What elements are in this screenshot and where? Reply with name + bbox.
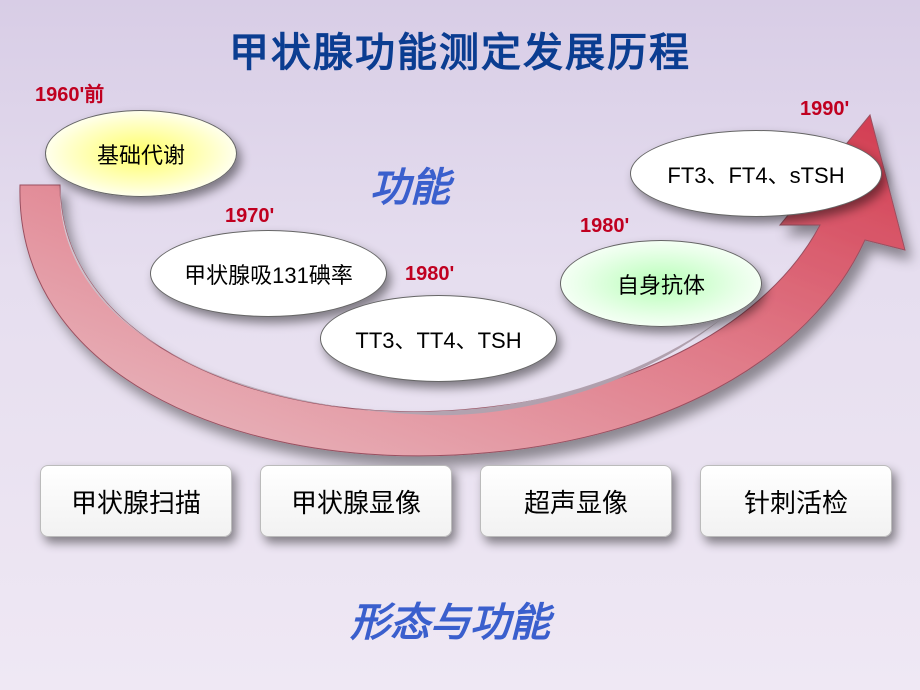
node-tt3-tt4-tsh: TT3、TT4、TSH [320,295,557,382]
node-ft3-ft4-stsh: FT3、FT4、sTSH [630,130,882,217]
page-title: 甲状腺功能测定发展历程 [0,20,920,78]
box-needle-biopsy: 针刺活检 [700,465,892,537]
label-morph-func: 形态与功能 [350,590,550,648]
slide: 甲状腺功能测定发展历程 1960'前 1970' 1980' 1980' 199… [0,0,920,690]
box-thyroid-imaging: 甲状腺显像 [260,465,452,537]
node-iodine-uptake: 甲状腺吸131碘率 [150,230,387,317]
label-functional: 功能 [370,155,450,213]
era-label-1960: 1960'前 [35,78,104,107]
node-basal-metabolism: 基础代谢 [45,110,237,197]
era-label-1980a: 1980' [405,263,454,286]
box-ultrasound: 超声显像 [480,465,672,537]
era-label-1990: 1990' [800,98,849,121]
era-label-1970: 1970' [225,205,274,228]
era-label-1980b: 1980' [580,215,629,238]
node-autoantibody: 自身抗体 [560,240,762,327]
box-thyroid-scan: 甲状腺扫描 [40,465,232,537]
